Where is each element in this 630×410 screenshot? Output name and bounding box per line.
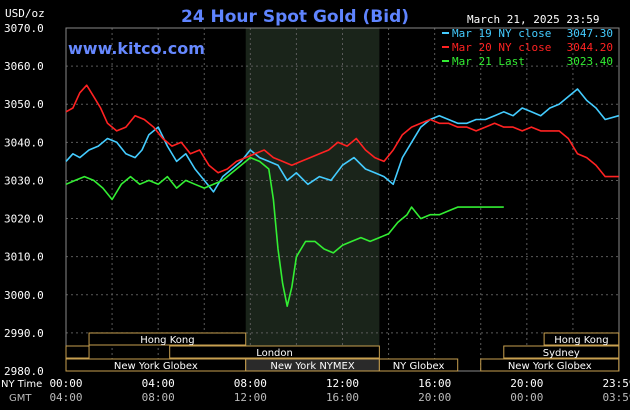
series-line-2 xyxy=(65,156,504,308)
y-tick-label: 2990.0 xyxy=(4,327,44,340)
y-tick-label: 3070.0 xyxy=(4,22,44,35)
session-box xyxy=(88,332,247,346)
series-line-1 xyxy=(65,84,619,178)
series-line-0 xyxy=(65,88,620,193)
x-tick-label-gmt: 00:00 xyxy=(510,391,543,404)
session-box xyxy=(169,345,380,359)
x-row-label-gmt: GMT xyxy=(9,393,32,404)
session-label: New York NYMEX xyxy=(270,361,355,372)
session-label: New York Globex xyxy=(508,361,592,372)
x-tick-label-ny: 23:59 xyxy=(602,377,630,390)
y-tick-label: 3040.0 xyxy=(4,136,44,149)
x-tick-label-gmt: 03:59 xyxy=(602,391,630,404)
session-label: New York Globex xyxy=(114,361,198,372)
y-unit-label: USD/oz xyxy=(5,7,45,20)
x-tick-label-gmt: 08:00 xyxy=(142,391,175,404)
axes: 3070.0 3060.0 3050.0 3040.0 3030.0 3020.0 3010… xyxy=(1,22,630,404)
x-row-label-ny: NY Time xyxy=(1,379,42,390)
session-label: Hong Kong xyxy=(554,335,608,346)
legend-series-name: Mar 20 NY close xyxy=(452,41,551,54)
x-tick-label-ny: 12:00 xyxy=(326,377,359,390)
session-box xyxy=(543,332,620,346)
x-tick-label-gmt: 16:00 xyxy=(326,391,359,404)
y-tick-label: 3050.0 xyxy=(4,98,44,111)
x-tick-label-gmt: 20:00 xyxy=(418,391,451,404)
session-label: London xyxy=(256,348,293,359)
y-tick-label: 3030.0 xyxy=(4,174,44,187)
x-tick-label-gmt: 12:00 xyxy=(234,391,267,404)
nymex-shaded-region xyxy=(245,28,380,371)
x-tick-label-ny: 16:00 xyxy=(418,377,451,390)
y-tick-label: 3000.0 xyxy=(4,289,44,302)
legend: Mar 19 NY close 3047.30 Mar 20 NY close 304… xyxy=(442,27,613,68)
x-tick-label-ny: 08:00 xyxy=(234,377,267,390)
session-box xyxy=(378,358,459,372)
y-tick-label: 3020.0 xyxy=(4,213,44,226)
session-box xyxy=(480,358,620,372)
market-sessions: Hong Kong London New York Globex New York N… xyxy=(65,332,620,372)
x-tick-label-ny: 00:00 xyxy=(49,377,82,390)
session-label: NY Globex xyxy=(393,361,445,372)
legend-series-value: 3047.30 xyxy=(567,27,613,40)
x-tick-label-gmt: 04:00 xyxy=(49,391,82,404)
y-tick-label: 3060.0 xyxy=(4,60,44,73)
legend-series-value: 3044.20 xyxy=(567,41,613,54)
session-label: Hong Kong xyxy=(140,335,194,346)
session-label: Sydney xyxy=(543,348,580,359)
session-box xyxy=(503,345,620,359)
x-tick-label-ny: 20:00 xyxy=(510,377,543,390)
legend-series-name: Mar 19 NY close xyxy=(452,27,551,40)
y-tick-label: 2980.0 xyxy=(4,365,44,378)
session-box xyxy=(65,345,90,359)
legend-series-name: Mar 21 Last xyxy=(452,55,525,68)
legend-series-value: 3023.40 xyxy=(567,55,613,68)
y-tick-label: 3010.0 xyxy=(4,251,44,264)
watermark-text: www.kitco.com xyxy=(68,39,205,58)
chart-title: 24 Hour Spot Gold (Bid) xyxy=(181,7,409,27)
chart-date: March 21, 2025 23:59 xyxy=(467,13,599,26)
x-tick-label-ny: 04:00 xyxy=(142,377,175,390)
